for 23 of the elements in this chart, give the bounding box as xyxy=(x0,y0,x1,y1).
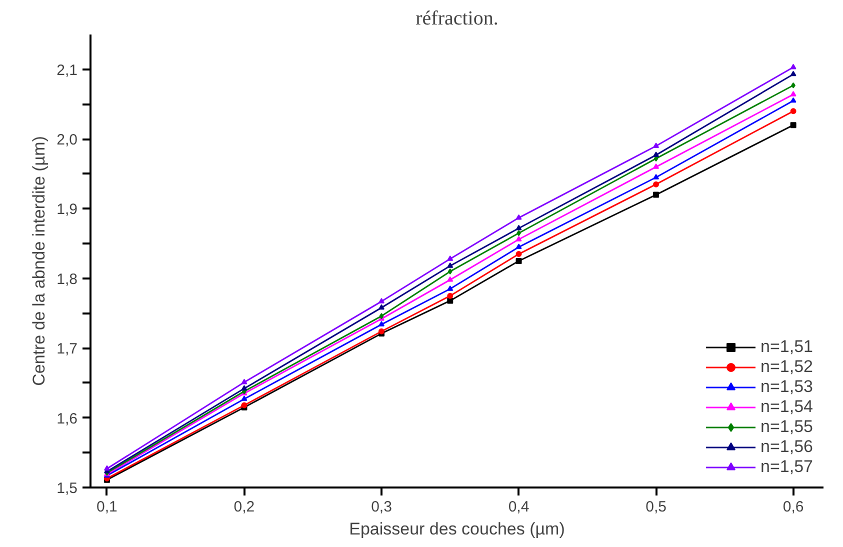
legend-label: n=1,54 xyxy=(760,397,813,417)
y-tick-label: 1,8 xyxy=(56,270,78,288)
x-tick-label: 0,4 xyxy=(508,498,530,516)
legend-label: n=1,53 xyxy=(760,377,813,397)
legend-label: n=1,52 xyxy=(760,357,813,377)
x-tick-label: 0,3 xyxy=(371,498,392,516)
x-tick-label: 0,1 xyxy=(96,498,118,516)
y-tick-label: 1,6 xyxy=(56,410,78,428)
y-axis-title: Centre de la abnde interdite (µm) xyxy=(30,136,49,386)
x-tick-label: 0,5 xyxy=(646,498,666,516)
y-tick-label: 2,1 xyxy=(56,62,78,79)
y-tick-label: 1,9 xyxy=(56,201,78,218)
y-tick-label: 2,0 xyxy=(56,132,78,149)
legend-label: n=1,56 xyxy=(760,437,813,457)
y-tick-label: 1,5 xyxy=(56,480,78,497)
x-axis-title: Epaisseur des couches (µm) xyxy=(349,520,565,538)
legend-label: n=1,51 xyxy=(760,337,813,357)
legend-label: n=1,55 xyxy=(760,417,813,437)
x-tick-label: 0,2 xyxy=(234,498,255,516)
legend-label: n=1,57 xyxy=(760,457,813,477)
x-tick-label: 0,6 xyxy=(782,498,804,516)
y-tick-label: 1,7 xyxy=(56,340,78,358)
chart-title: réfraction. xyxy=(416,8,498,30)
